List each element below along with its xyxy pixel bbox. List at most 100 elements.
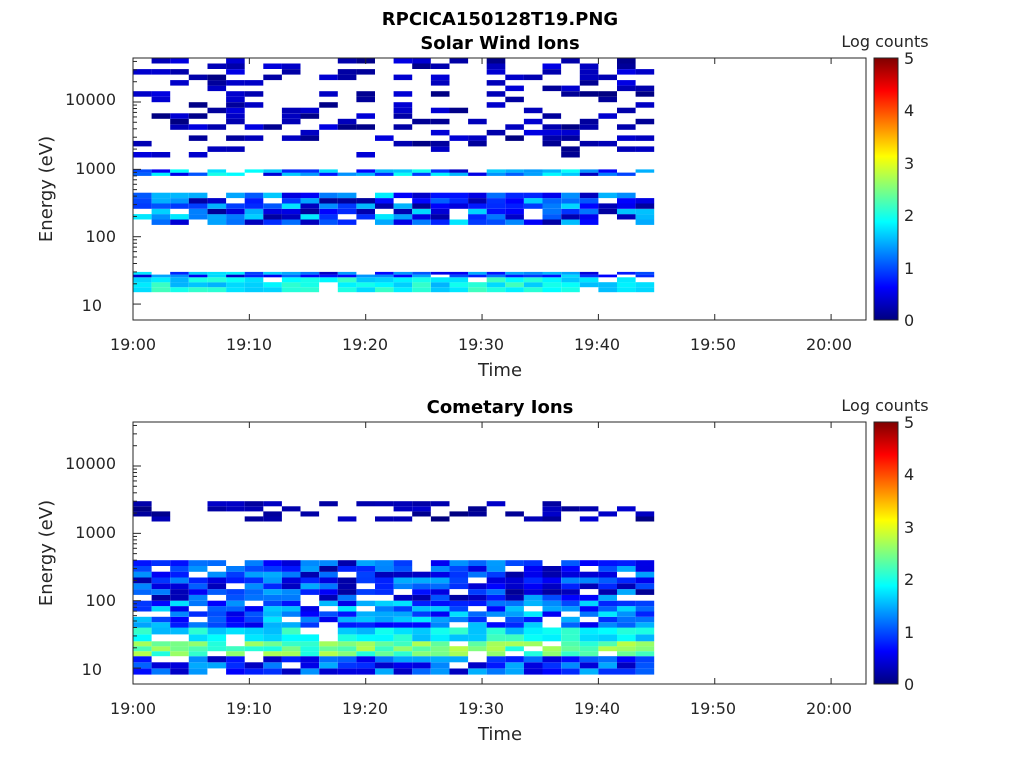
heatmap-cell [617, 656, 636, 663]
heatmap-cell [542, 668, 562, 675]
heatmap-cell [207, 641, 227, 647]
heatmap-cell [542, 651, 562, 657]
heatmap-cell [133, 198, 152, 204]
heatmap-cell [151, 203, 171, 209]
heatmap-cell [635, 668, 655, 675]
heatmap-cell [281, 271, 301, 275]
heatmap-cell [505, 135, 524, 141]
heatmap-cell [170, 589, 189, 595]
colorbar-tick: 0 [904, 675, 914, 694]
heatmap-cell [542, 516, 562, 522]
heatmap-cell [598, 577, 617, 584]
heatmap-cell [430, 146, 450, 152]
heatmap-cell [133, 172, 152, 176]
heatmap-cell [561, 566, 580, 572]
heatmap-cell [542, 577, 562, 584]
y-tick-label: 10000 [65, 454, 116, 473]
x-tick-label: 19:40 [574, 335, 620, 354]
heatmap-cell [133, 634, 152, 642]
heatmap-cell [356, 287, 375, 293]
colorbar-tick: 5 [904, 413, 914, 432]
heatmap-cell [412, 577, 431, 584]
heatmap-cell [281, 277, 301, 283]
heatmap-cell [244, 277, 264, 283]
heatmap-cell [151, 516, 171, 522]
heatmap-cell [486, 594, 506, 601]
heatmap-cell [300, 583, 320, 590]
heatmap-cell [523, 571, 543, 578]
heatmap-cell [133, 192, 152, 199]
heatmap-cell [207, 172, 227, 176]
heatmap-cell [505, 208, 524, 215]
heatmap-cell [486, 641, 506, 647]
heatmap-cell [133, 501, 152, 507]
heatmap-cell [505, 287, 524, 293]
heatmap-cell [412, 594, 431, 601]
heatmap-cell [598, 583, 617, 590]
heatmap-cell [151, 214, 171, 220]
heatmap-cell [281, 219, 301, 225]
heatmap-cell [412, 668, 431, 675]
heatmap-cell [486, 589, 506, 595]
heatmap-cell [244, 208, 264, 215]
heatmap-cell [449, 651, 469, 657]
heatmap-cell [393, 172, 413, 176]
heatmap-cell [412, 198, 431, 204]
heatmap-cell [226, 107, 245, 114]
heatmap-cell [468, 611, 487, 617]
heatmap-cell [523, 192, 543, 199]
heatmap-cell [226, 287, 245, 293]
heatmap-cell [635, 282, 655, 288]
heatmap-cell [617, 287, 636, 293]
heatmap-cell [430, 560, 450, 566]
heatmap-cell [300, 589, 320, 595]
heatmap-cell [337, 282, 357, 288]
heatmap-cell [356, 571, 375, 578]
heatmap-cell [449, 277, 469, 283]
heatmap-cell [523, 656, 543, 663]
heatmap-cell [579, 668, 599, 675]
heatmap-cell [226, 662, 245, 669]
heatmap-cell [579, 69, 599, 75]
heatmap-cell [207, 271, 227, 275]
heatmap-cell [300, 107, 320, 114]
heatmap-cell [561, 169, 580, 173]
heatmap-cell [635, 656, 655, 663]
heatmap-cell [226, 91, 245, 97]
heatmap-cell [356, 208, 375, 215]
heatmap-cell [617, 646, 636, 652]
heatmap-cell [170, 203, 189, 209]
heatmap-cell [468, 566, 487, 572]
heatmap-cell [151, 646, 171, 652]
heatmap-cell [244, 282, 264, 288]
heatmap-cell [226, 192, 245, 199]
heatmap-cometary [133, 501, 655, 675]
heatmap-cell [579, 577, 599, 584]
heatmap-cell [468, 622, 487, 628]
heatmap-cell [486, 668, 506, 675]
heatmap-cell [523, 277, 543, 283]
heatmap-cell [133, 282, 152, 288]
heatmap-cell [356, 622, 375, 628]
heatmap-cell [263, 560, 282, 566]
y-tick-label: 1000 [75, 159, 116, 178]
heatmap-cell [151, 152, 171, 158]
heatmap-cell [561, 198, 580, 204]
heatmap-cell [393, 214, 413, 220]
heatmap-cell [151, 560, 171, 566]
heatmap-cell [226, 616, 245, 623]
heatmap-cell [486, 566, 506, 572]
heatmap-cell [635, 102, 655, 108]
heatmap-cell [617, 662, 636, 669]
heatmap-cell [226, 600, 245, 607]
y-tick-label: 1000 [75, 523, 116, 542]
heatmap-cell [393, 271, 413, 275]
heatmap-cell [486, 91, 506, 97]
heatmap-cell [412, 627, 431, 635]
heatmap-cell [430, 118, 450, 125]
heatmap-cell [598, 560, 617, 566]
heatmap-cell [412, 208, 431, 215]
heatmap-cell [393, 169, 413, 173]
heatmap-cell [151, 668, 171, 675]
heatmap-cell [523, 198, 543, 204]
